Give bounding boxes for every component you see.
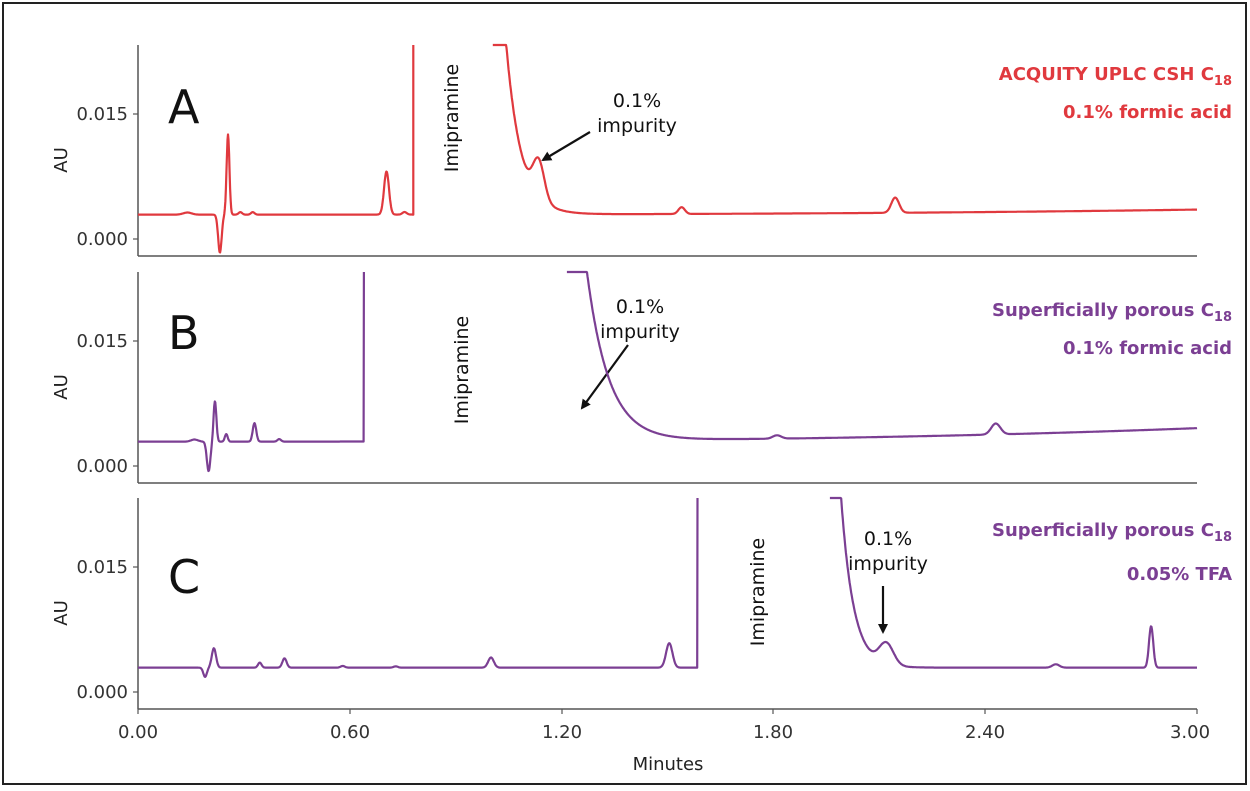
panel-a-ylabel: AU <box>51 147 72 173</box>
panel-b-impurity-label-1: 0.1% <box>616 296 664 318</box>
panel-a-impurity-label-1: 0.1% <box>613 90 661 112</box>
panel-a-main-peak-label: Imipramine <box>441 64 463 172</box>
x-axis: 0.00 0.60 1.20 1.80 2.40 3.00 Minutes <box>118 709 1210 775</box>
panel-b-ylabel: AU <box>51 374 72 400</box>
panel-a: 0.015 0.000 AU A Imipramine 0.1% impurit… <box>51 43 1232 257</box>
panel-b-ytick-label-2: 0.000 <box>76 456 128 477</box>
panel-c-mobile-phase: 0.05% TFA <box>1127 564 1232 585</box>
panel-a-trace <box>137 43 1198 254</box>
x-tick-label-2: 1.20 <box>542 722 582 743</box>
panel-a-ytick-label-1: 0.015 <box>76 104 128 125</box>
panel-c-column: Superficially porous C18 <box>992 520 1232 545</box>
panel-b-impurity-label-2: impurity <box>600 321 680 343</box>
panel-c-impurity-label-1: 0.1% <box>864 528 912 550</box>
panel-b-main-peak-label: Imipramine <box>451 316 473 424</box>
x-axis-label: Minutes <box>633 754 704 775</box>
panel-b-trace <box>137 270 1198 473</box>
panel-b-mobile-phase: 0.1% formic acid <box>1063 338 1232 359</box>
panel-b: 0.015 0.000 AU B Imipramine 0.1% impurit… <box>51 270 1232 484</box>
panel-b-impurity-arrow <box>580 344 629 410</box>
panel-c: 0.015 0.000 AU C Imipramine 0.1% impurit… <box>51 496 1232 710</box>
panel-b-ytick-label-1: 0.015 <box>76 331 128 352</box>
panel-a-letter: A <box>168 80 200 134</box>
panel-a-impurity-label-2: impurity <box>597 115 677 137</box>
panel-a-ytick-label-2: 0.000 <box>76 229 128 250</box>
panel-c-ytick-label-2: 0.000 <box>76 682 128 703</box>
panel-b-column: Superficially porous C18 <box>992 300 1232 325</box>
panel-c-trace <box>137 496 1198 678</box>
panel-c-ytick-label-1: 0.015 <box>76 557 128 578</box>
panel-c-main-peak-label: Imipramine <box>747 538 769 646</box>
x-tick-label-0: 0.00 <box>118 722 158 743</box>
panel-b-letter: B <box>168 306 200 360</box>
x-tick-label-3: 1.80 <box>753 722 793 743</box>
x-tick-label-4: 2.40 <box>965 722 1005 743</box>
x-tick-label-1: 0.60 <box>330 722 370 743</box>
panel-c-ylabel: AU <box>51 600 72 626</box>
panel-a-impurity-arrow <box>541 131 591 162</box>
panel-c-impurity-label-2: impurity <box>848 553 928 575</box>
panel-a-column: ACQUITY UPLC CSH C18 <box>999 64 1232 89</box>
panel-c-letter: C <box>168 550 200 604</box>
panel-a-mobile-phase: 0.1% formic acid <box>1063 102 1232 123</box>
x-tick-label-5: 3.00 <box>1170 722 1210 743</box>
